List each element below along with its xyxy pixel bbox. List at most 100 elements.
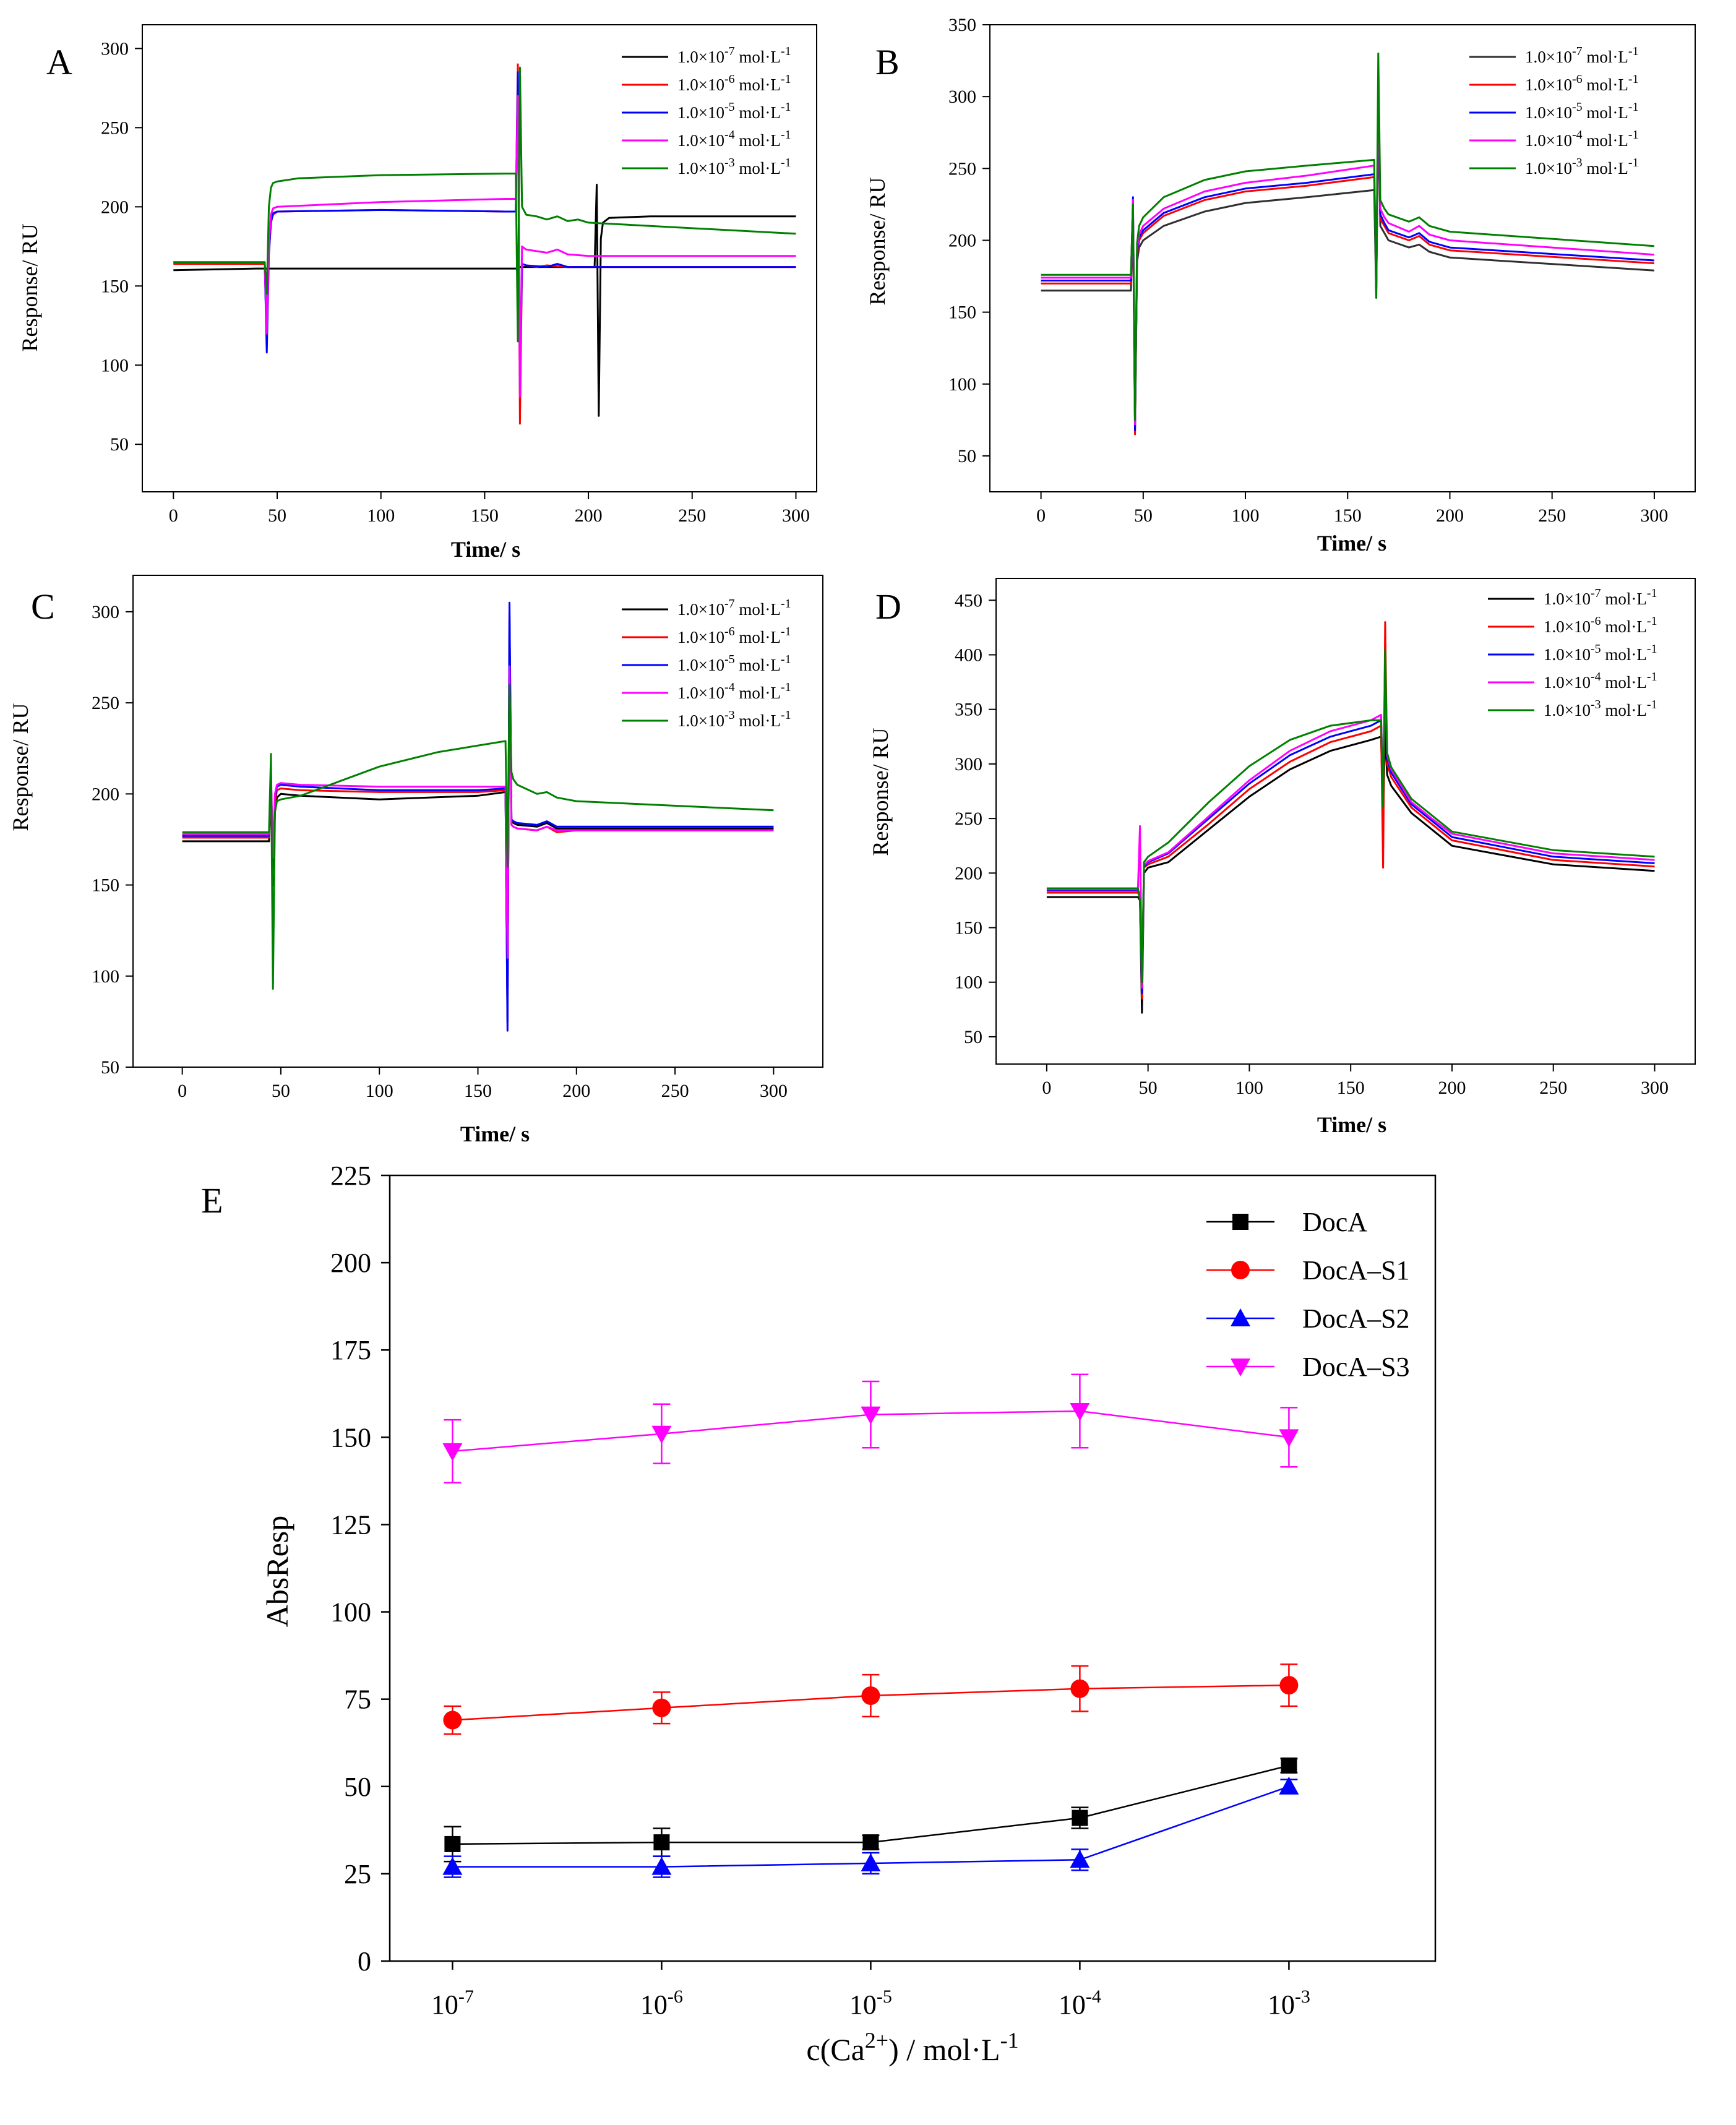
legend-label-d-3: 1.0×10-5 mol·L-1 bbox=[1544, 642, 1657, 664]
y-tick-label-a: 50 bbox=[110, 434, 129, 455]
legend-label-a-1: 1.0×10-7 mol·L-1 bbox=[677, 45, 791, 66]
legend-label-b-5: 1.0×10-3 mol·L-1 bbox=[1525, 156, 1639, 178]
series-line-d-5 bbox=[1046, 648, 1655, 984]
y-axis-label-a: Response/ RU bbox=[17, 223, 42, 351]
y-tick-label-e: 100 bbox=[330, 1597, 371, 1628]
y-tick-label-b: 350 bbox=[948, 15, 976, 35]
legend-label-e-3: DocA–S2 bbox=[1302, 1303, 1410, 1334]
y-tick-label-d: 150 bbox=[955, 917, 982, 938]
panel-label-b: B bbox=[875, 42, 900, 82]
x-tick-label-d: 0 bbox=[1042, 1078, 1051, 1098]
y-tick-label-e: 75 bbox=[344, 1685, 371, 1715]
x-tick-label-a: 50 bbox=[268, 505, 286, 526]
y-tick-label-b: 250 bbox=[948, 158, 976, 179]
x-tick-label-d: 200 bbox=[1438, 1078, 1466, 1098]
panel-label-c: C bbox=[31, 586, 55, 627]
panel-b: 0 50 100 150 200 250 300 50 100 150 200 250 300 350 B T… bbox=[865, 15, 1696, 556]
x-axis-label-b: Time/ s bbox=[1317, 531, 1386, 556]
legend-label-e-2: DocA–S1 bbox=[1302, 1255, 1410, 1286]
y-axis-label-d: Response/ RU bbox=[868, 728, 893, 856]
x-tick-label-c: 300 bbox=[760, 1081, 788, 1101]
y-tick-label-e: 25 bbox=[344, 1859, 371, 1889]
series-group-e-3 bbox=[442, 1776, 1299, 1878]
y-tick-label-c: 100 bbox=[92, 966, 119, 987]
y-tick-label-a: 250 bbox=[101, 118, 129, 138]
legend-label-e-4: DocA–S3 bbox=[1302, 1352, 1410, 1382]
data-point-e-2 bbox=[652, 1698, 671, 1717]
data-point-e-1 bbox=[1281, 1757, 1297, 1774]
x-tick-label-c: 50 bbox=[272, 1081, 290, 1101]
legend-label-c-4: 1.0×10-4 mol·L-1 bbox=[677, 680, 791, 702]
x-axis-label-a: Time/ s bbox=[451, 537, 520, 562]
y-tick-label-e: 50 bbox=[344, 1772, 371, 1802]
x-tick-label-a: 150 bbox=[471, 505, 499, 526]
x-tick-label-e: 10-6 bbox=[640, 1986, 683, 2020]
x-tick-label-a: 0 bbox=[169, 505, 178, 526]
x-axis-label-c: Time/ s bbox=[460, 1122, 530, 1146]
y-tick-label-c: 200 bbox=[92, 784, 119, 804]
y-axis-label-c: Response/ RU bbox=[8, 703, 33, 831]
x-tick-label-a: 300 bbox=[782, 505, 810, 526]
x-tick-label-e: 10-7 bbox=[431, 1986, 474, 2020]
y-tick-label-d: 450 bbox=[955, 590, 982, 611]
x-tick-label-d: 300 bbox=[1641, 1078, 1669, 1098]
x-tick-label-a: 250 bbox=[678, 505, 706, 526]
x-tick-label-e: 10-3 bbox=[1268, 1986, 1310, 2020]
x-tick-label-b: 300 bbox=[1640, 505, 1668, 526]
x-tick-label-b: 100 bbox=[1232, 505, 1260, 526]
y-tick-label-d: 200 bbox=[955, 863, 982, 883]
y-tick-label-c: 300 bbox=[92, 602, 119, 622]
x-axis-label-d: Time/ s bbox=[1317, 1112, 1386, 1137]
data-point-e-4 bbox=[1279, 1429, 1299, 1448]
data-point-e-1 bbox=[653, 1834, 670, 1851]
legend-label-b-4: 1.0×10-4 mol·L-1 bbox=[1525, 128, 1639, 150]
data-point-e-3 bbox=[442, 1857, 463, 1875]
data-point-e-1 bbox=[862, 1834, 879, 1851]
y-tick-label-d: 250 bbox=[955, 809, 982, 829]
x-tick-label-b: 200 bbox=[1436, 505, 1464, 526]
series-group-c bbox=[182, 601, 774, 1032]
panel-d: 0 50 100 150 200 250 300 50 100 150 200 250 300 350 40… bbox=[868, 578, 1696, 1137]
legend-marker-e-3 bbox=[1231, 1308, 1250, 1326]
legend-marker-e-4 bbox=[1231, 1359, 1250, 1376]
series-group-b bbox=[1041, 53, 1655, 436]
series-line-c-5 bbox=[182, 684, 774, 990]
y-tick-label-c: 50 bbox=[101, 1057, 119, 1078]
y-tick-label-e: 0 bbox=[358, 1946, 371, 1977]
plot-frame-e bbox=[389, 1174, 1437, 1962]
panel-label-e: E bbox=[201, 1180, 223, 1221]
data-point-e-1 bbox=[1072, 1809, 1088, 1826]
y-tick-label-e: 125 bbox=[330, 1509, 371, 1540]
x-tick-label-c: 150 bbox=[464, 1081, 492, 1101]
panel-c: 0 50 100 150 200 250 300 50 100 150 200 250 300 C Time… bbox=[8, 575, 823, 1146]
y-tick-label-d: 400 bbox=[955, 645, 982, 665]
x-tick-label-a: 100 bbox=[367, 505, 395, 526]
y-axis-label-e: AbsResp bbox=[260, 1516, 294, 1628]
panel-label-a: A bbox=[46, 42, 72, 82]
data-point-e-3 bbox=[1070, 1850, 1090, 1868]
legend-label-c-3: 1.0×10-5 mol·L-1 bbox=[677, 653, 791, 674]
legend-label-c-5: 1.0×10-3 mol·L-1 bbox=[677, 708, 791, 730]
y-tick-label-d: 100 bbox=[955, 972, 982, 993]
legend-marker-e-2 bbox=[1231, 1261, 1250, 1279]
plot-frame-b bbox=[989, 24, 1696, 492]
y-tick-label-b: 100 bbox=[948, 374, 976, 395]
legend-label-a-3: 1.0×10-5 mol·L-1 bbox=[677, 100, 791, 122]
y-tick-label-e: 150 bbox=[330, 1422, 371, 1453]
data-point-e-2 bbox=[443, 1711, 462, 1730]
y-tick-label-e: 175 bbox=[330, 1335, 371, 1365]
y-axis-label-b: Response/ RU bbox=[865, 177, 890, 305]
panel-a: 0 50 100 150 200 250 300 50 100 150 200 250 300 A Time… bbox=[17, 24, 817, 562]
legend-label-b-2: 1.0×10-6 mol·L-1 bbox=[1525, 72, 1639, 94]
legend-label-e-1: DocA bbox=[1302, 1207, 1367, 1237]
x-tick-label-e: 10-4 bbox=[1059, 1986, 1101, 2020]
panel-label-d: D bbox=[875, 586, 901, 627]
x-tick-label-d: 250 bbox=[1539, 1078, 1567, 1098]
y-tick-label-b: 50 bbox=[958, 446, 976, 466]
data-point-e-3 bbox=[861, 1853, 881, 1871]
series-group-d bbox=[1046, 621, 1655, 1014]
y-tick-label-e: 225 bbox=[330, 1161, 371, 1191]
series-line-a-5 bbox=[173, 66, 796, 343]
series-line-b-5 bbox=[1041, 53, 1655, 421]
